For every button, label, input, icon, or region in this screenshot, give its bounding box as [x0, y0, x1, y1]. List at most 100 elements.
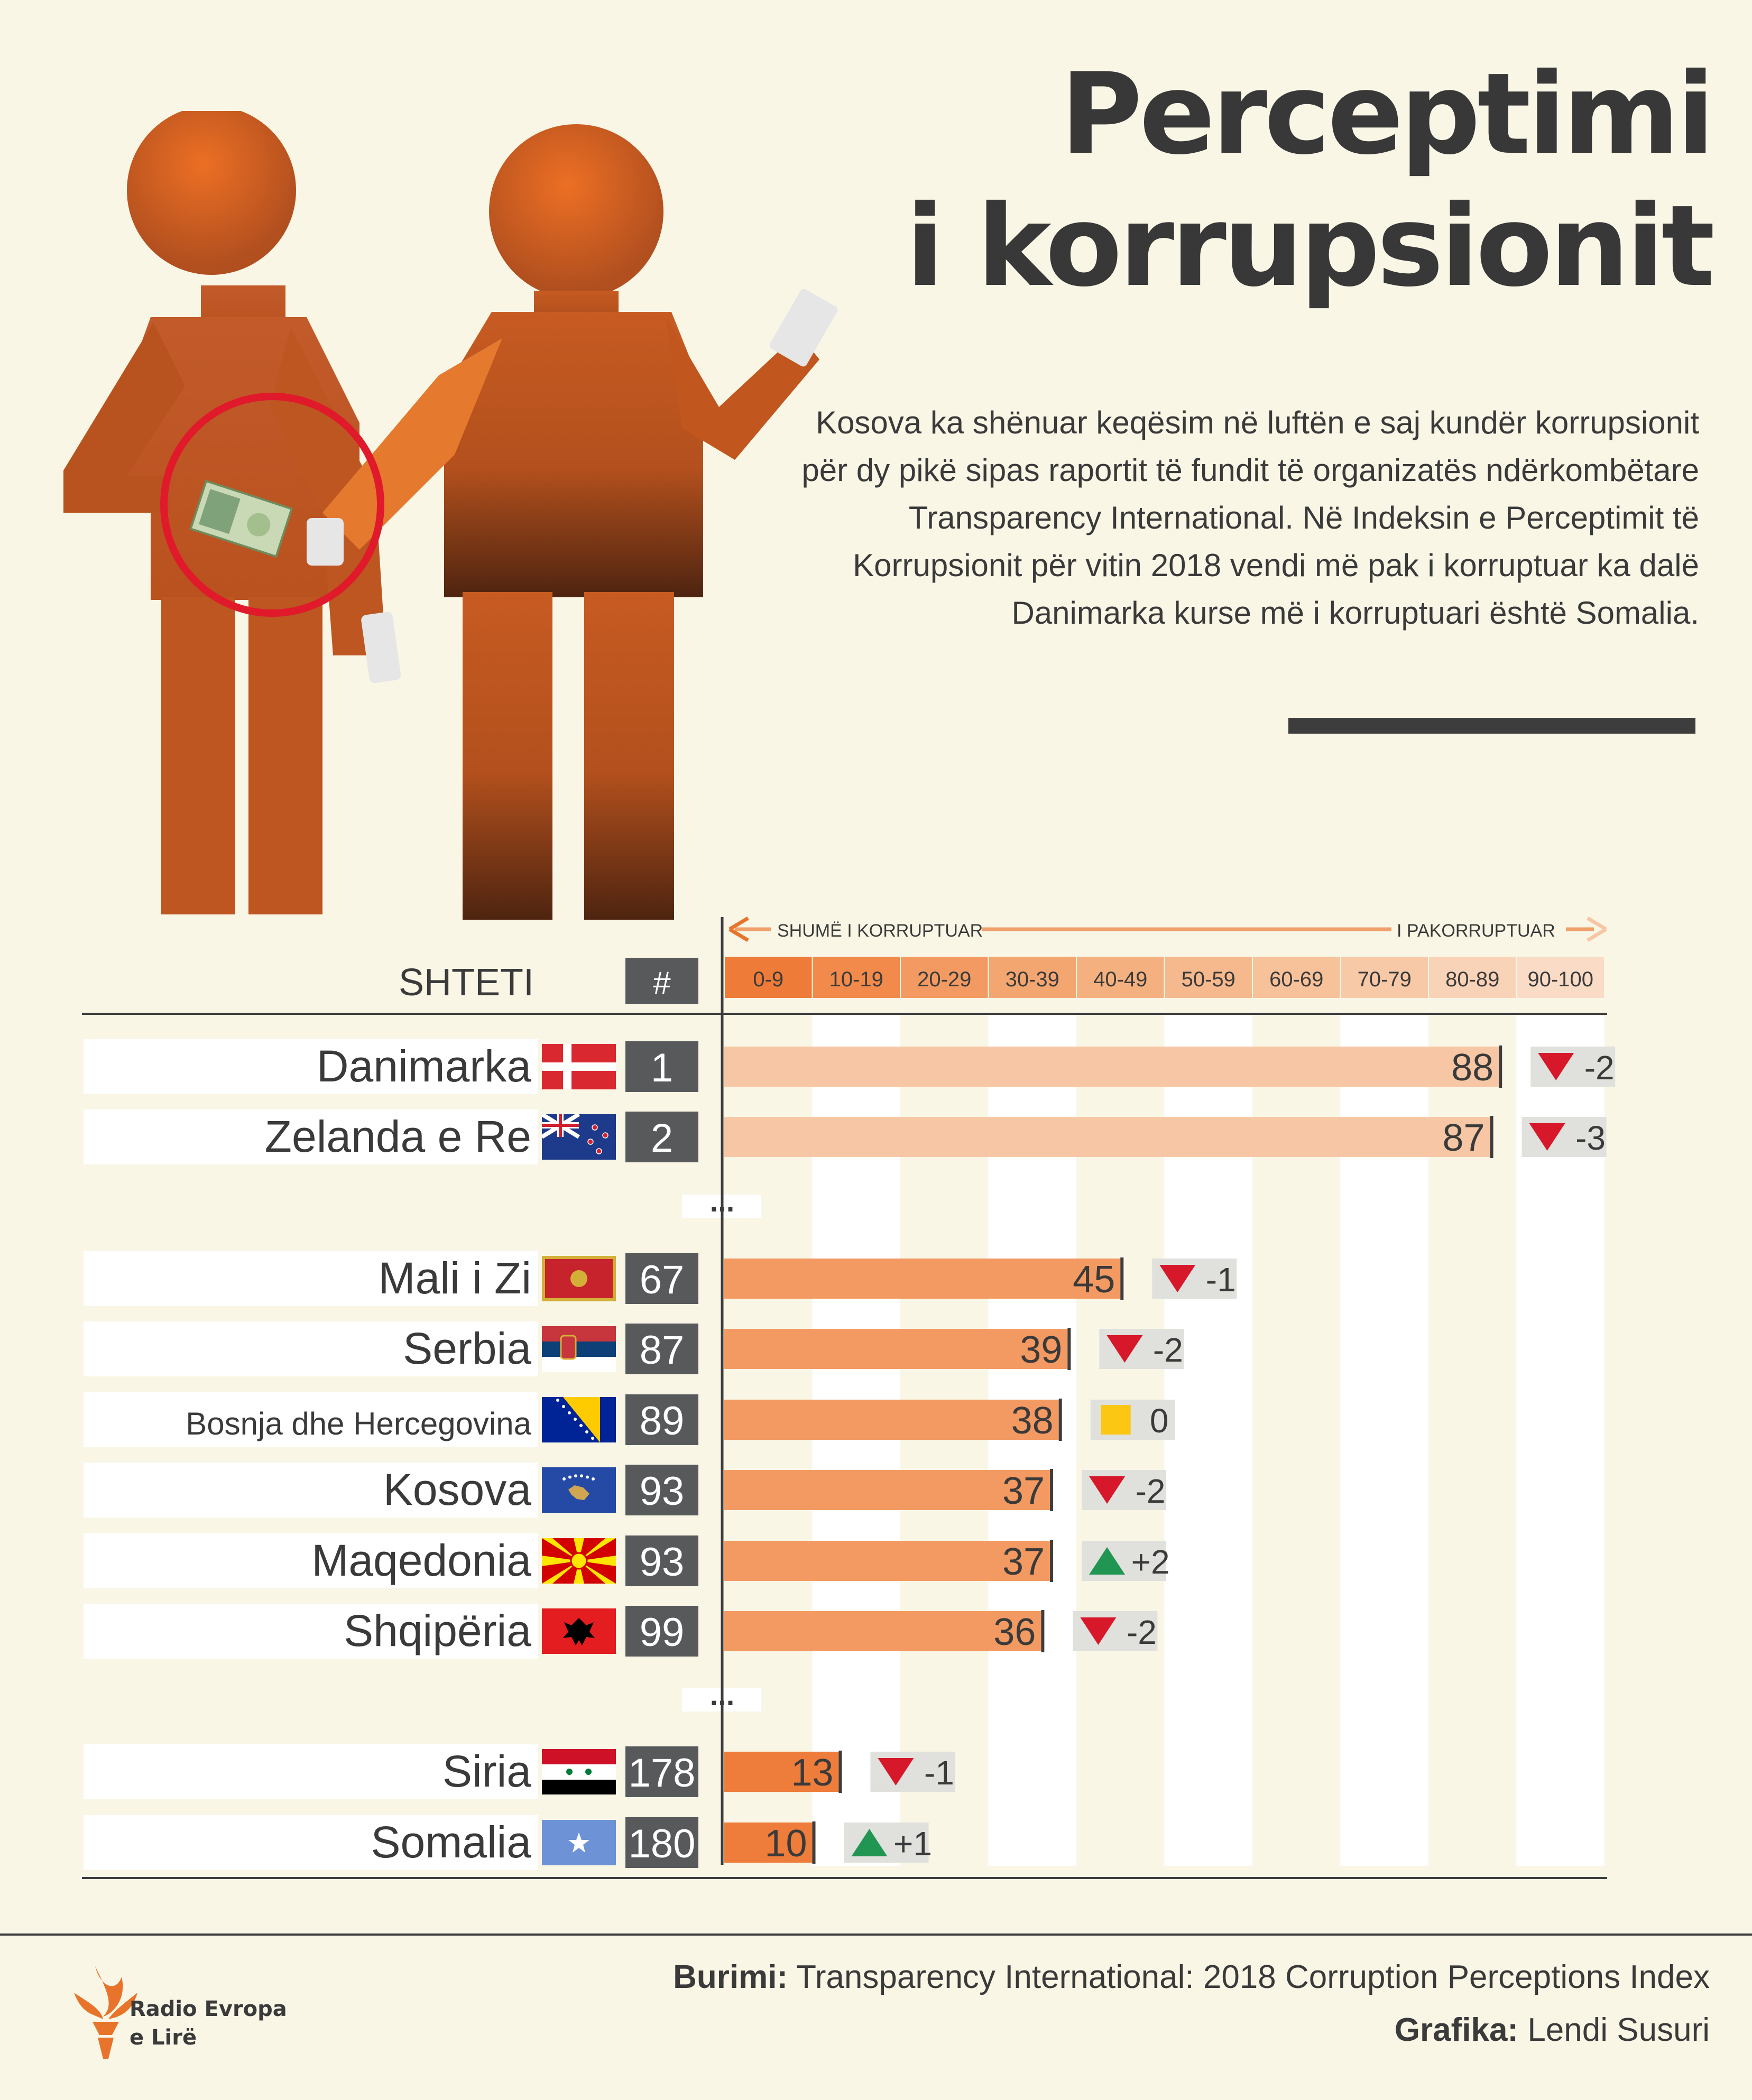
score-bar-end [1050, 1540, 1054, 1582]
table-row: Siria 178 13 -1 [84, 1744, 955, 1799]
change-value: -1 [924, 1754, 954, 1792]
bin-label: 40-49 [1093, 968, 1147, 991]
rank-value: 67 [640, 1257, 685, 1302]
score-bar-end [838, 1751, 842, 1793]
country-name: Siria [442, 1746, 531, 1796]
score-value: 87 [1442, 1117, 1484, 1159]
logo-text-line2: e Lirë [130, 2025, 197, 2050]
change-value: -3 [1575, 1119, 1606, 1157]
table-row: Bosnja dhe Hercegovina 89 38 0 [84, 1392, 1175, 1447]
country-name: Bosnja dhe Hercegovina [186, 1406, 531, 1441]
rank-value: 89 [640, 1399, 685, 1444]
flag-part [570, 1552, 588, 1570]
flag-part [568, 1485, 589, 1500]
rank-value: 93 [640, 1540, 685, 1585]
score-bar-end [1490, 1116, 1493, 1158]
score-value: 45 [1073, 1259, 1115, 1301]
score-bar [724, 1047, 1499, 1087]
intro-paragraph: Kosova ka shënuar keqësim në luftën e sa… [801, 405, 1699, 631]
rank-badge [625, 1041, 698, 1092]
bin-label: 80-89 [1445, 968, 1499, 991]
credit-text: Lendi Susuri [1527, 2012, 1710, 2048]
rank-badge [625, 1394, 698, 1445]
score-bar-end [1058, 1399, 1062, 1441]
source-label: Burimi: [673, 1959, 788, 1995]
score-bar [724, 1470, 1050, 1510]
trend-down-icon [1080, 1617, 1117, 1645]
scale-label-left: SHUMË I KORRUPTUAR [777, 921, 983, 941]
kosovo-flag [542, 1467, 616, 1513]
flag-part [592, 1477, 595, 1481]
flag-part [563, 1477, 566, 1481]
country-label-bg [84, 1039, 538, 1094]
score-value: 38 [1011, 1400, 1054, 1442]
change-value: +2 [1131, 1543, 1170, 1581]
flag-part [563, 1397, 600, 1442]
country-label-bg [84, 1463, 538, 1518]
footer-rule [0, 1934, 1752, 1936]
score-value: 37 [1002, 1470, 1045, 1512]
flag-part [542, 1062, 616, 1071]
albania-flag [542, 1608, 616, 1654]
country-label-bg [84, 1604, 538, 1659]
flag-part [556, 1399, 559, 1402]
score-bar [724, 1400, 1059, 1440]
banknote-icon [189, 479, 293, 558]
country-name: Maqedonia [311, 1535, 531, 1585]
flag-part [586, 1475, 589, 1479]
country-label-bg [84, 1321, 538, 1376]
person-left [63, 111, 401, 914]
score-bar [724, 1752, 839, 1792]
credit-line: Grafika: Lendi Susuri [1395, 2011, 1710, 2049]
logo-text-line1: Radio Evropa [130, 1997, 287, 2021]
country-label-bg [84, 1744, 538, 1799]
cpi-chart: SHUMË I KORRUPTUAR I PAKORRUPTUAR 0-9 10-… [82, 916, 1616, 1879]
rank-column-header: # [653, 965, 671, 1001]
trend-down-icon [1106, 1335, 1143, 1363]
country-name: Danimarka [317, 1041, 531, 1091]
flag-part [587, 1139, 594, 1145]
bin-header-cell [725, 957, 812, 998]
bin-label: 10-19 [829, 968, 883, 991]
flag-part [568, 1833, 589, 1853]
flag-part [579, 1424, 583, 1427]
bin-label: 50-59 [1182, 968, 1235, 991]
bin-header-cell [813, 957, 900, 998]
country-label-bg [84, 1533, 538, 1588]
country-label-bg [84, 1109, 538, 1164]
flag-part [592, 1124, 598, 1131]
rank-column-header-box [625, 958, 698, 1004]
score-value: 37 [1002, 1541, 1045, 1583]
page-title-line1: Perceptimi [1060, 49, 1715, 179]
rank-badge [625, 1253, 698, 1304]
montenegro-flag [542, 1256, 616, 1301]
bin-label: 20-29 [917, 968, 971, 991]
score-value: 88 [1451, 1047, 1493, 1089]
score-bar-end [1041, 1610, 1045, 1652]
bin-header-cell [1517, 957, 1604, 998]
rank-value: 99 [640, 1610, 685, 1655]
flag-part [568, 1475, 571, 1479]
scale-label-left-bg [771, 917, 982, 941]
table-row: Maqedonia 93 37 +2 [84, 1533, 1170, 1588]
bin-header: 0-9 10-19 20-29 30-39 40-49 50-59 60-69 70-79 80… [725, 957, 1604, 998]
bin-label: 30-39 [1006, 968, 1059, 991]
country-column-header: SHTETI [399, 961, 534, 1004]
bin-label: 0-9 [753, 968, 783, 991]
country-name: Kosova [383, 1465, 531, 1514]
score-bar-end [1067, 1328, 1071, 1370]
source-text: Transparency International: 2018 Corrupt… [796, 1959, 1710, 1995]
flag-part [542, 1749, 616, 1764]
rank-value: 178 [629, 1751, 696, 1796]
change-value: -2 [1127, 1613, 1157, 1651]
flag-part [560, 1335, 577, 1360]
scale-label-right: I PAKORRUPTUAR [1397, 921, 1555, 941]
score-bar [724, 1329, 1068, 1369]
flag-part [580, 1474, 583, 1478]
rank-badge [625, 1112, 698, 1162]
rank-value: 93 [640, 1469, 685, 1514]
bin-header-cell [1429, 957, 1516, 998]
bin-header-cell [989, 957, 1076, 998]
table-row: Serbia 87 39 -2 [84, 1321, 1184, 1376]
serbia-flag [542, 1326, 616, 1372]
